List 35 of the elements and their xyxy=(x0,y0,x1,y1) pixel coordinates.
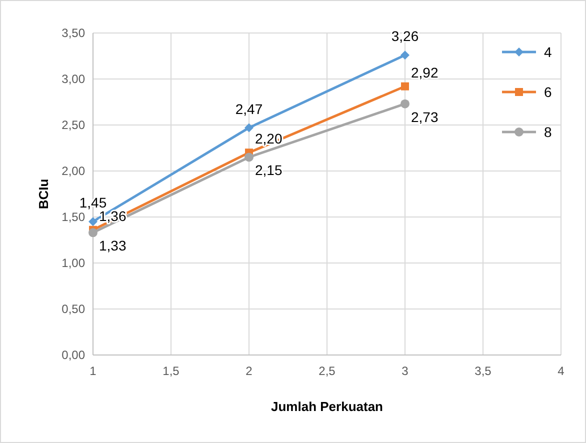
point xyxy=(400,50,410,60)
x-tick-label: 4 xyxy=(558,364,565,378)
point xyxy=(244,152,254,162)
x-tick-label: 1,5 xyxy=(162,364,180,378)
y-tick-label: 3,50 xyxy=(62,26,86,40)
y-tick-label: 0,00 xyxy=(62,348,86,362)
y-tick-label: 2,00 xyxy=(62,164,86,178)
data-label: 3,26 xyxy=(391,28,419,44)
x-tick-label: 2,5 xyxy=(318,364,336,378)
y-tick-label: 1,50 xyxy=(62,210,86,224)
x-tick-label: 2 xyxy=(246,364,253,378)
point xyxy=(88,217,98,226)
data-label: 1,45 xyxy=(79,194,107,211)
x-tick-label: 3,5 xyxy=(474,364,492,378)
point xyxy=(400,99,410,108)
legend-label: 4 xyxy=(544,44,552,60)
x-tick-label: 1 xyxy=(90,364,97,378)
y-tick-label: 3,00 xyxy=(62,72,86,86)
point xyxy=(88,228,98,238)
x-axis-title: Jumlah Perkuatan xyxy=(271,399,384,414)
legend-label: 6 xyxy=(544,84,552,100)
data-label: 2,92 xyxy=(411,64,438,80)
legend-label: 8 xyxy=(544,124,552,140)
point xyxy=(244,123,254,132)
x-tick-label: 3 xyxy=(402,364,409,378)
point xyxy=(401,82,409,90)
data-label: 2,20 xyxy=(255,130,282,147)
y-tick-label: 1,00 xyxy=(62,256,86,270)
y-tick-label: 2,50 xyxy=(62,118,86,132)
y-tick-label: 0,50 xyxy=(62,302,86,316)
data-label: 2,47 xyxy=(235,100,263,117)
y-axis-title: BCIu xyxy=(36,178,51,210)
data-label: 1,33 xyxy=(99,238,126,254)
data-label: 2,15 xyxy=(255,162,282,178)
data-label: 2,73 xyxy=(411,108,438,125)
